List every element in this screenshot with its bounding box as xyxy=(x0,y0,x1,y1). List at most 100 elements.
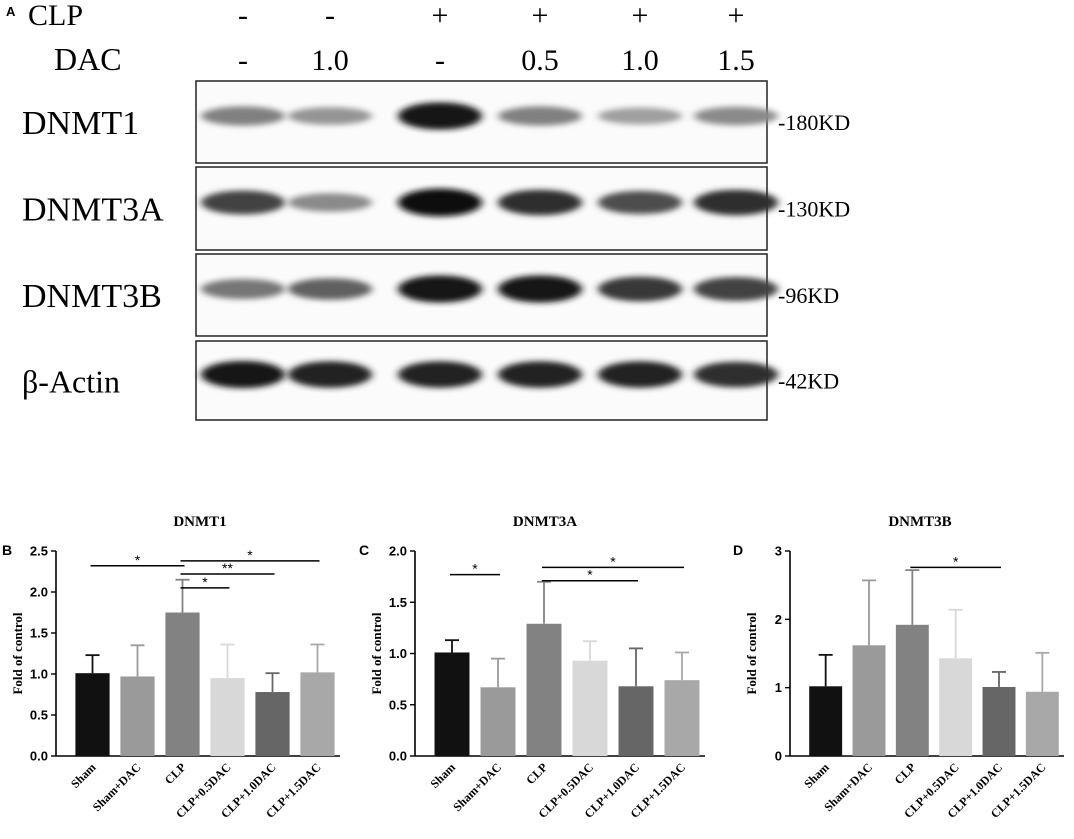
x-tick-label: Sham+DAC xyxy=(90,760,144,814)
bar xyxy=(982,686,1016,756)
chart-title: DNMT1 xyxy=(173,514,226,530)
condition-value: + xyxy=(728,0,745,32)
blot-band xyxy=(201,190,285,215)
blot-band xyxy=(288,361,372,388)
protein-label: β-Actin xyxy=(22,364,120,400)
significance-marker: * xyxy=(587,567,593,583)
bar xyxy=(120,676,155,756)
bar xyxy=(809,686,843,756)
condition-value: - xyxy=(435,44,445,77)
condition-value: 0.5 xyxy=(521,44,559,77)
western-blot-panel: A CLP - - + + + + DAC - 1.0 - 0.5 1.0 1.5 DNMT1 -180KD… xyxy=(6,0,850,421)
blot-frame xyxy=(195,340,768,421)
x-tick-label: CLP xyxy=(892,760,919,787)
blot-band xyxy=(498,106,582,126)
bar xyxy=(255,692,290,756)
y-tick-label: 0.0 xyxy=(30,749,48,764)
bar xyxy=(300,672,335,756)
blot-band xyxy=(288,107,372,125)
blot-band xyxy=(288,278,372,300)
blot-band xyxy=(398,102,482,130)
blot-band xyxy=(398,188,482,217)
bar xyxy=(664,680,700,756)
significance-marker: * xyxy=(135,552,141,568)
y-axis-label: Fold of control xyxy=(744,612,759,694)
blot-band xyxy=(694,189,778,216)
blot-frame xyxy=(195,166,768,251)
bar xyxy=(210,678,245,756)
blot-band xyxy=(288,193,372,212)
y-tick-label: 1.0 xyxy=(389,646,407,661)
y-tick-label: 0.5 xyxy=(30,708,48,723)
significance-marker: * xyxy=(202,574,208,590)
blot-band xyxy=(498,189,582,216)
condition-value: + xyxy=(432,0,449,32)
blot-frame xyxy=(195,80,768,164)
chart-title: DNMT3A xyxy=(513,514,577,530)
chart-dnmt1: B DNMT1 Fold of control 0.0 0.5 1.0 1.5 2.0 2.5… xyxy=(2,514,340,821)
condition-value: 1.0 xyxy=(311,44,349,77)
y-tick-label: 2 xyxy=(775,612,782,627)
panel-letter-d: D xyxy=(733,542,743,558)
bar xyxy=(526,623,562,756)
panel-letter-a: A xyxy=(6,4,16,19)
blot-band xyxy=(201,279,285,299)
x-tick-label: Sham xyxy=(801,760,832,791)
condition-value: 1.5 xyxy=(717,44,755,77)
blot-band xyxy=(201,360,285,389)
panel-letter-b: B xyxy=(2,542,12,558)
blot-band xyxy=(694,277,778,301)
condition-rows: CLP - - + + + + DAC - 1.0 - 0.5 1.0 1.5 xyxy=(28,0,755,77)
blot-band xyxy=(598,190,682,215)
x-tick-label: CLP xyxy=(523,760,550,787)
blot-band xyxy=(201,106,285,126)
condition-value: - xyxy=(238,44,248,77)
bar xyxy=(1025,691,1059,756)
blot-band xyxy=(598,276,682,302)
blot-band xyxy=(398,275,482,303)
condition-value: + xyxy=(532,0,549,32)
bar xyxy=(572,660,608,756)
y-axis-label: Fold of control xyxy=(369,612,384,694)
significance-marker: * xyxy=(953,553,959,569)
y-tick-label: 1.0 xyxy=(30,667,48,682)
significance-marker: * xyxy=(247,547,253,563)
blot-band xyxy=(598,107,682,125)
molecular-weight-label: -180KD xyxy=(778,110,850,135)
y-tick-label: 1 xyxy=(775,680,782,695)
significance-marker: * xyxy=(472,561,478,577)
protein-label: DNMT3B xyxy=(22,278,162,315)
condition-value: + xyxy=(632,0,649,32)
bar xyxy=(75,673,110,756)
y-tick-label: 2.0 xyxy=(389,544,407,559)
y-tick-label: 0 xyxy=(775,749,782,764)
blot-frame xyxy=(195,253,768,337)
blot-rows: DNMT1 -180KD DNMT3A -130KD DNMT3B -96KD β-Acti… xyxy=(22,80,850,421)
y-tick-label: 2.0 xyxy=(30,585,48,600)
blot-band xyxy=(694,361,778,388)
condition-label: CLP xyxy=(28,0,83,32)
significance-marker: ** xyxy=(222,560,233,576)
bar xyxy=(480,687,516,756)
molecular-weight-label: -42KD xyxy=(778,369,839,394)
chart-title: DNMT3B xyxy=(888,514,951,530)
x-tick-label: Sham xyxy=(68,760,99,791)
chart-dnmt3a: C DNMT3A Fold of control 0.0 0.5 1.0 1.5 2.0 Sh… xyxy=(359,514,705,821)
blot-band xyxy=(498,275,582,303)
x-tick-label: Sham xyxy=(427,760,458,791)
bar xyxy=(618,686,654,756)
panel-letter-c: C xyxy=(359,542,369,558)
molecular-weight-label: -96KD xyxy=(778,283,839,308)
blot-band xyxy=(398,361,482,388)
blot-band xyxy=(598,361,682,388)
condition-value: - xyxy=(238,0,248,32)
condition-value: 1.0 xyxy=(621,44,659,77)
bar xyxy=(939,658,973,756)
y-tick-label: 0.0 xyxy=(389,749,407,764)
bar xyxy=(852,645,886,756)
y-tick-label: 1.5 xyxy=(389,595,407,610)
bar xyxy=(165,612,200,756)
protein-label: DNMT1 xyxy=(22,105,139,142)
